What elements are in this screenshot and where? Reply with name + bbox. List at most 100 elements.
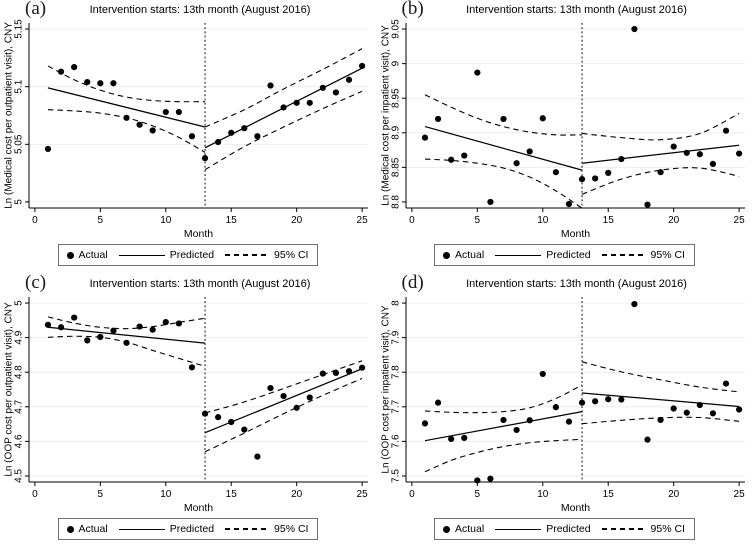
x-tick-label: 10 — [537, 215, 549, 226]
panel-d-title: Intervention starts: 13th month (August … — [466, 278, 687, 290]
panel-c-legend-row: Actual Predicted 95% CI — [0, 516, 376, 548]
data-point — [499, 115, 507, 123]
predicted-line — [424, 125, 582, 171]
actual-points — [44, 314, 366, 460]
predicted-lines — [424, 392, 739, 442]
legend-actual-item: Actual — [443, 523, 484, 535]
legend-ci-item: 95% CI — [225, 523, 308, 535]
legend-predicted-label: Predicted — [546, 523, 591, 535]
data-point — [97, 80, 104, 87]
panel-b-header: (b) Intervention starts: 13th month (Aug… — [377, 0, 753, 20]
data-point — [57, 324, 65, 331]
data-point — [57, 68, 65, 75]
data-point — [604, 169, 611, 176]
data-point — [722, 127, 729, 134]
data-point — [539, 370, 546, 378]
y-tick-label: 7.6 — [390, 434, 401, 448]
axes: 7.5 7.6 7.7 7.8 7.9 8 0 5 10 15 20 25 — [390, 297, 745, 500]
ci-curve — [424, 384, 582, 414]
legend: Actual Predicted 95% CI — [57, 518, 319, 540]
y-tick-label: 4.7 — [14, 399, 25, 413]
data-point — [254, 133, 261, 140]
x-axis-title: Month — [560, 228, 589, 240]
y-axis-title: Ln (Medical cost per outpatient visit), … — [4, 22, 15, 209]
x-tick-label: 20 — [291, 215, 303, 226]
ci-curve — [47, 65, 206, 103]
actual-points — [44, 62, 366, 162]
data-point — [526, 417, 533, 424]
ci-band-lines — [424, 94, 739, 209]
panel-c-plot: 4.5 4.6 4.7 4.8 4.9 5 0 5 10 15 20 25 Month Ln (OOP c… — [4, 297, 369, 514]
data-point — [513, 426, 520, 434]
panel-d-header: (d) Intervention starts: 13th month (Aug… — [377, 272, 753, 294]
x-tick-label: 0 — [409, 215, 415, 226]
data-point — [513, 160, 520, 167]
axes: 4.5 4.6 4.7 4.8 4.9 5 0 5 10 15 20 25 — [14, 297, 369, 500]
x-tick-label: 25 — [357, 215, 369, 226]
data-point — [215, 414, 222, 421]
data-point — [71, 314, 78, 321]
ci-curve — [581, 167, 739, 195]
legend-predicted-item: Predicted — [118, 523, 214, 535]
panel-a-plot: 5 5.05 5.1 5.15 0 5 10 15 20 25 Month Ln (Medical c… — [4, 19, 369, 240]
legend-actual-label: Actual — [455, 249, 485, 261]
data-point — [110, 80, 117, 87]
data-point — [552, 404, 559, 411]
data-point — [175, 320, 182, 327]
data-point — [656, 416, 664, 424]
ci-curve — [424, 158, 582, 209]
data-point — [486, 198, 494, 206]
y-tick-label: 4.9 — [14, 330, 25, 344]
gridlines — [405, 28, 745, 203]
panel-d-label: (d) — [401, 272, 424, 293]
x-tick-label: 5 — [474, 489, 480, 500]
legend-actual-item: Actual — [66, 249, 108, 261]
data-point — [44, 321, 52, 328]
legend: Actual Predicted 95% CI — [57, 244, 319, 266]
legend-ci-item: 95% CI — [225, 249, 308, 261]
y-tick-label: 5.1 — [14, 79, 25, 93]
x-tick-label: 5 — [98, 215, 104, 226]
actual-points — [421, 300, 742, 484]
y-tick-label: 9 — [390, 60, 401, 66]
ci-curve — [204, 90, 363, 171]
y-tick-label: 5.15 — [14, 19, 25, 39]
y-tick-label: 9.05 — [390, 19, 401, 39]
legend-ci-label: 95% CI — [650, 249, 685, 261]
panel-c-header: (c) Intervention starts: 13th month (Aug… — [0, 272, 376, 294]
panel-b-title: Intervention starts: 13th month (August … — [466, 4, 687, 16]
y-tick-label: 5 — [14, 300, 25, 306]
actual-marker-icon — [443, 251, 450, 259]
data-point — [71, 63, 78, 71]
x-tick-label: 20 — [668, 489, 680, 500]
x-tick-label: 5 — [474, 215, 480, 226]
data-point — [280, 104, 287, 111]
data-point — [293, 99, 300, 106]
ci-curve — [581, 361, 739, 393]
actual-marker-icon — [443, 525, 450, 533]
panel-b: (b) Intervention starts: 13th month (Aug… — [377, 0, 753, 274]
data-point — [434, 399, 441, 406]
data-point — [656, 169, 664, 176]
ci-band-lines — [47, 48, 363, 171]
data-point — [267, 385, 274, 392]
x-tick-label: 25 — [733, 489, 745, 500]
data-point — [735, 150, 742, 157]
legend-actual-item: Actual — [66, 523, 108, 535]
data-point — [201, 410, 209, 417]
data-point — [447, 435, 454, 443]
x-tick-label: 25 — [357, 489, 369, 500]
legend-actual-label: Actual — [455, 523, 485, 535]
data-point — [149, 326, 156, 333]
data-point — [578, 176, 585, 183]
data-point — [643, 436, 651, 443]
data-point — [319, 370, 326, 377]
x-tick-label: 10 — [537, 489, 549, 500]
ci-curve — [204, 377, 363, 453]
y-tick-label: 7.7 — [390, 399, 401, 413]
ci-dash-icon — [601, 254, 646, 256]
y-axis-title: Ln (OOP cost per inpatient visit), CNY — [380, 305, 391, 474]
y-tick-label: 5.05 — [14, 134, 25, 154]
legend-ci-label: 95% CI — [274, 523, 309, 535]
data-point — [188, 133, 196, 140]
